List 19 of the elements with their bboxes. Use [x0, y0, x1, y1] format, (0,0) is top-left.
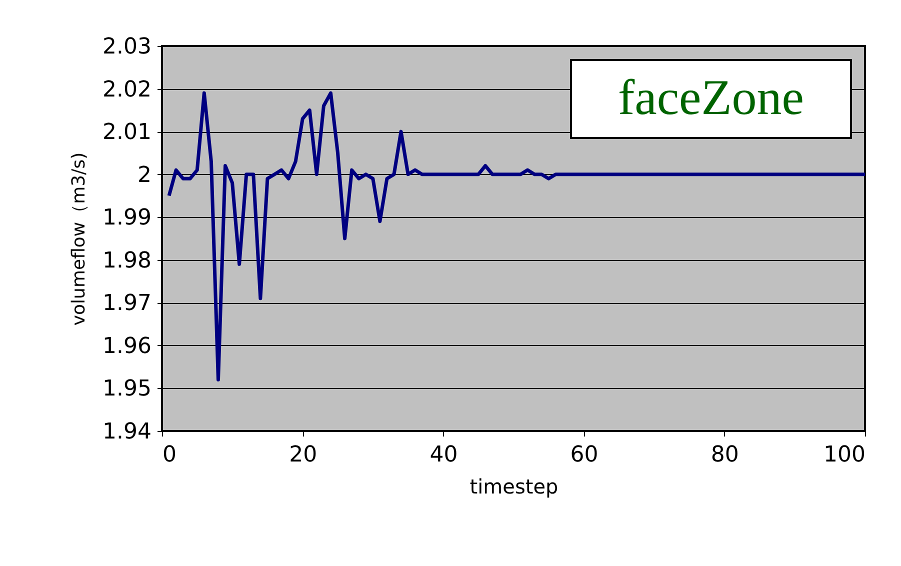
y-tick-label: 2.01 [102, 120, 152, 146]
x-tick-label: 60 [570, 442, 598, 468]
y-tick-label: 2.03 [102, 34, 152, 60]
x-tick-label: 80 [710, 442, 739, 468]
y-axis-title: volumeflow（m3/s) [68, 152, 90, 326]
x-tick-label: 100 [824, 442, 866, 468]
y-tick-label: 1.95 [102, 376, 152, 402]
y-tick-label: 1.98 [102, 248, 152, 274]
x-tick-label: 20 [289, 442, 318, 468]
annotation: faceZone [618, 69, 804, 125]
y-tick-label: 1.96 [102, 334, 152, 359]
y-tick-label: 2 [138, 162, 152, 188]
y-tick-label: 1.97 [102, 291, 152, 316]
x-tick-label: 40 [430, 442, 458, 468]
y-tick-label: 2.02 [102, 77, 152, 102]
x-axis-title: timestep [470, 474, 558, 498]
x-tick-label: 0 [162, 442, 176, 468]
y-tick-label: 1.94 [102, 420, 152, 444]
y-tick-label: 1.99 [102, 206, 152, 231]
